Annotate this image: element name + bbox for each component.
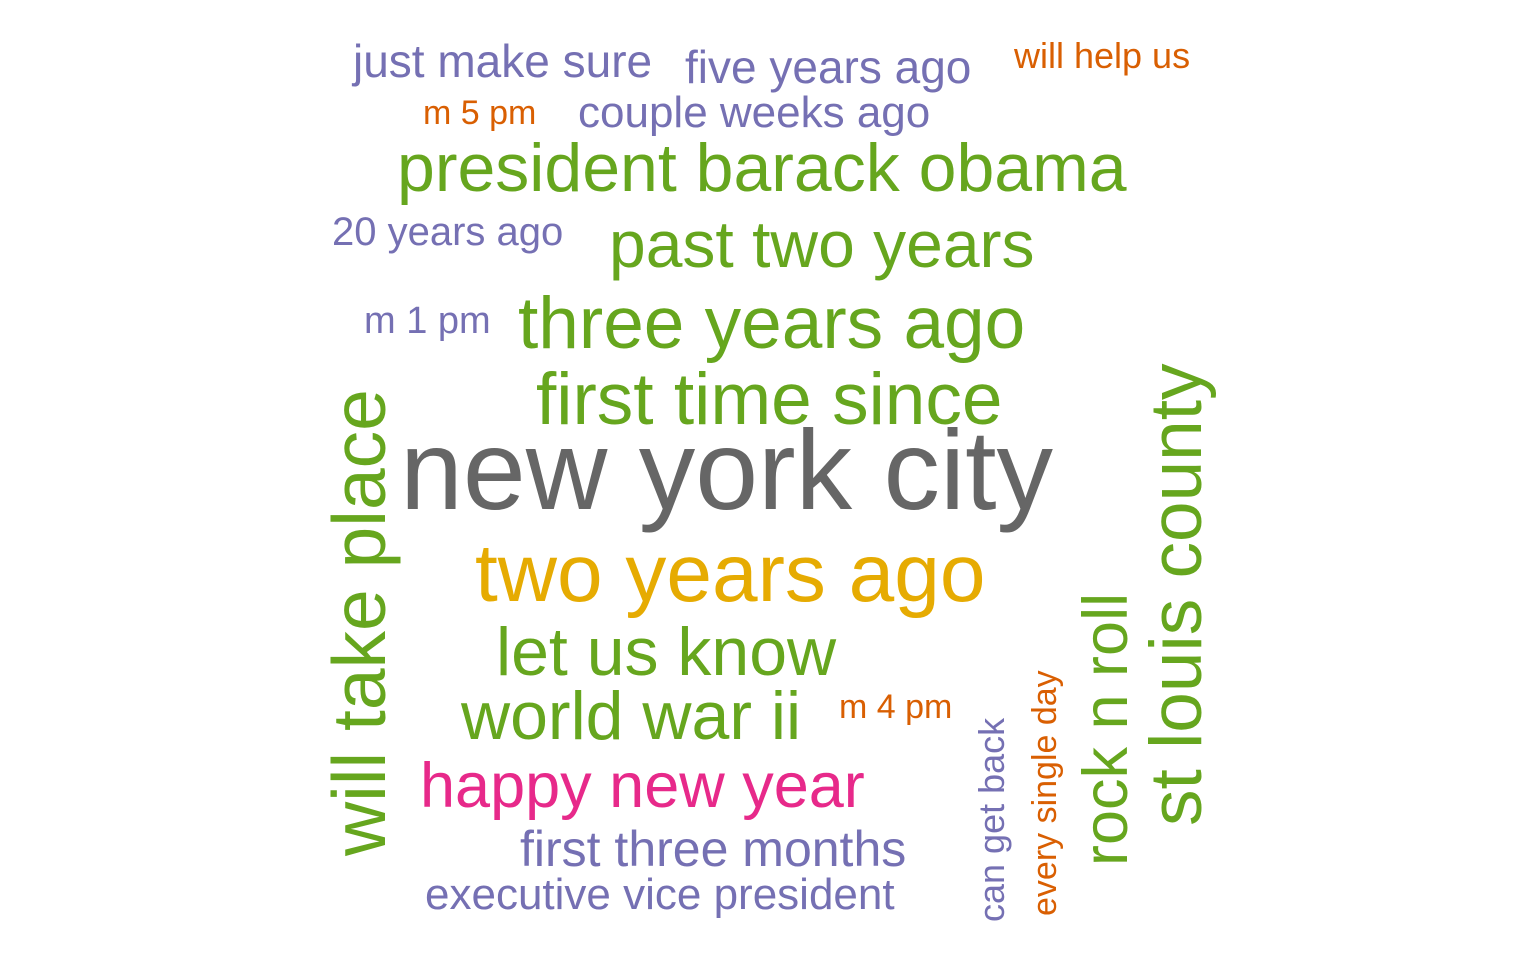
word-m-4-pm: m 4 pm: [839, 688, 953, 726]
word-will-take-place: will take place: [317, 389, 401, 856]
word-two-years-ago: two years ago: [475, 528, 986, 619]
word-five-years-ago: five years ago: [685, 41, 972, 93]
word-can-get-back: can get back: [971, 717, 1012, 922]
word-m-1-pm: m 1 pm: [364, 300, 491, 342]
word-new-york-city: new york city: [400, 407, 1054, 533]
word-rock-n-roll: rock n roll: [1071, 592, 1141, 866]
word-world-war-ii: world war ii: [461, 678, 802, 754]
word-happy-new-year: happy new year: [420, 751, 865, 821]
word-executive-vice-president: executive vice president: [425, 870, 895, 919]
word-couple-weeks-ago: couple weeks ago: [578, 88, 931, 137]
word-every-single-day: every single day: [1026, 670, 1064, 916]
word-president-barack-obama: president barack obama: [397, 130, 1127, 206]
word-will-help-us: will help us: [1014, 35, 1191, 76]
word-just-make-sure: just make sure: [353, 35, 653, 87]
word-three-years-ago: three years ago: [518, 283, 1026, 364]
word-past-two-years: past two years: [609, 207, 1035, 281]
word-st-louis-county: st louis county: [1136, 363, 1217, 826]
word-20-years-ago: 20 years ago: [332, 210, 564, 254]
word-m-5-pm: m 5 pm: [423, 94, 537, 132]
word-first-three-months: first three months: [520, 821, 907, 877]
word-first-time-since: first time since: [536, 359, 1003, 440]
word-let-us-know: let us know: [496, 614, 837, 690]
